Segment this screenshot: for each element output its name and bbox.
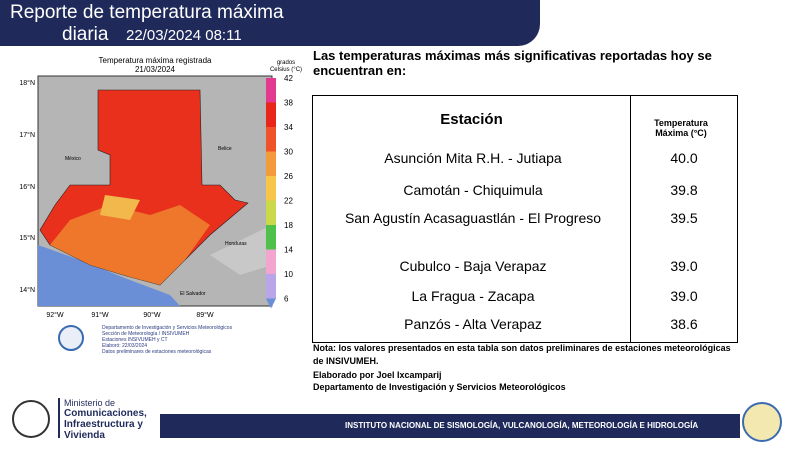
- colorbar-label: Celsius (°C): [270, 67, 302, 73]
- ocean: [38, 245, 180, 306]
- map-credits: Departamento de Investigación y Servicio…: [102, 325, 232, 355]
- credit: Sección de Meteorología / INSIVUMEH: [102, 331, 190, 337]
- colorbar-tick: 38: [284, 99, 293, 108]
- credit: Elaboró: 22/03/2024: [102, 343, 148, 349]
- colorbar-tick: 26: [284, 172, 293, 181]
- header-title: Reporte de temperatura máxima: [10, 2, 284, 23]
- colorbar-tick: 30: [284, 148, 293, 157]
- lat-label: 18°N: [19, 79, 35, 87]
- country-label: Belice: [218, 146, 232, 152]
- station: Asunción Mita R.H. - Jutiapa: [384, 150, 562, 166]
- credit: Datos preliminares de estaciones meteoro…: [102, 349, 212, 355]
- intro: Las temperaturas máximas más significati…: [313, 48, 712, 78]
- colorbar-end: [266, 298, 276, 308]
- colorbar-segment: [266, 225, 276, 250]
- colorbar-tick: 42: [284, 74, 293, 83]
- colorbar-segment: [266, 274, 276, 299]
- temperature: 39.5: [670, 210, 698, 226]
- ministry: Comunicaciones, Infraestructura y Vivien…: [64, 408, 147, 441]
- lon-label: 92°W: [46, 311, 64, 319]
- colorbar-tick: 6: [284, 295, 289, 304]
- temperature: 38.6: [670, 316, 698, 332]
- insivumeh-logo: [742, 402, 782, 442]
- ministry-small: Ministerio de: [64, 398, 116, 408]
- temperature: 39.0: [670, 258, 698, 274]
- lon-label: 89°W: [196, 311, 214, 319]
- header-subtitle: diaria: [62, 24, 109, 45]
- station: Cubulco - Baja Verapaz: [399, 258, 547, 274]
- station: Panzós - Alta Verapaz: [404, 316, 542, 332]
- lon-label: 91°W: [91, 311, 109, 319]
- table-divider: [630, 96, 631, 342]
- colorbar-label: grados: [277, 60, 295, 66]
- note: Nota: los valores presentados en esta ta…: [313, 343, 731, 366]
- colorbar: grados Celsius (°C) 42 38 34 30 26 22 18 14 10 6: [266, 60, 302, 308]
- table-header: Temperatura Máxima (°C): [654, 118, 708, 138]
- author: Elaborado por Joel Ixcamparij: [313, 370, 442, 380]
- map: Temperatura máxima registrada 21/03/2024…: [19, 56, 273, 319]
- country-label: México: [65, 156, 81, 162]
- highlands: [100, 195, 140, 220]
- colorbar-segment: [266, 127, 276, 152]
- map-date: 21/03/2024: [135, 65, 176, 74]
- lat-label: 16°N: [19, 183, 35, 191]
- land: [210, 225, 272, 275]
- guatemala-seal: [12, 400, 50, 438]
- station: Camotán - Chiquimula: [403, 182, 543, 198]
- header: Reporte de temperatura máxima diaria 22/…: [0, 0, 540, 46]
- institute: INSTITUTO NACIONAL DE SISMOLOGÍA, VULCAN…: [345, 421, 699, 430]
- lon-label: 90°W: [143, 311, 161, 319]
- colorbar-segment: [266, 176, 276, 201]
- credit: Departamento de Investigación y Servicio…: [102, 325, 233, 331]
- map-title: Temperatura máxima registrada: [99, 56, 212, 65]
- lat-label: 14°N: [19, 286, 35, 294]
- colorbar-segment: [266, 200, 276, 225]
- table: Estación Temperatura Máxima (°C) Asunció…: [312, 95, 738, 343]
- lat-label: 15°N: [19, 234, 35, 242]
- temperature: 39.8: [670, 182, 698, 198]
- colorbar-segment: [266, 151, 276, 176]
- guatemala-south: [50, 205, 210, 285]
- footer-band: INSTITUTO NACIONAL DE SISMOLOGÍA, VULCAN…: [160, 414, 740, 438]
- lat-label: 17°N: [19, 131, 35, 139]
- country-label: El Salvador: [180, 291, 206, 297]
- temperature: 39.0: [670, 288, 698, 304]
- colorbar-tick: 10: [284, 270, 293, 279]
- separator: [58, 398, 60, 438]
- header-date: 22/03/2024 08:11: [126, 27, 242, 44]
- colorbar-tick: 14: [284, 246, 293, 255]
- credit: Estaciones INSIVUMEH y CT: [102, 337, 168, 343]
- colorbar-segment: [266, 78, 276, 103]
- department: Departamento de Investigación y Servicio…: [313, 382, 566, 392]
- country-label: Honduras: [225, 241, 247, 247]
- insivumeh-logo: [58, 325, 84, 351]
- colorbar-tick: 34: [284, 123, 293, 132]
- colorbar-segment: [266, 249, 276, 274]
- station: La Fragua - Zacapa: [411, 288, 535, 304]
- station: San Agustín Acasaguastlán - El Progreso: [344, 210, 602, 226]
- colorbar-segment: [266, 102, 276, 127]
- table-header: Estación: [440, 111, 503, 128]
- colorbar-tick: 18: [284, 221, 293, 230]
- colorbar-tick: 22: [284, 197, 293, 206]
- temperature: 40.0: [670, 150, 698, 166]
